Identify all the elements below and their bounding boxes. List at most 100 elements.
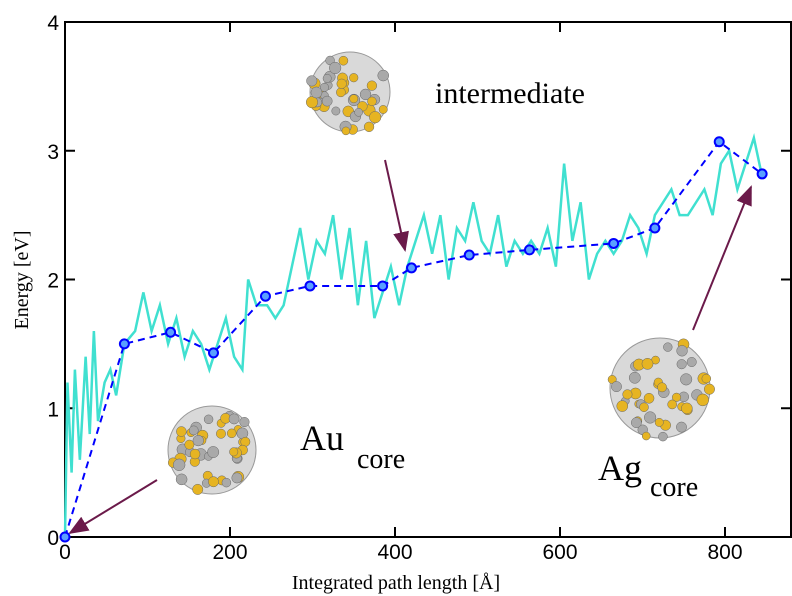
atom	[681, 402, 693, 415]
y-tick-label: 2	[47, 270, 59, 293]
series-line	[63, 133, 764, 538]
atom	[366, 80, 378, 91]
atom	[184, 439, 195, 450]
atom	[306, 75, 318, 87]
annotation: Ag	[598, 448, 642, 488]
series-line	[64, 140, 763, 538]
x-tick-label: 200	[212, 541, 247, 564]
atom	[671, 392, 682, 402]
atom	[663, 342, 673, 352]
atom	[321, 95, 333, 107]
atom	[359, 88, 372, 101]
point	[463, 249, 475, 261]
atom	[319, 82, 329, 92]
atom	[239, 417, 250, 428]
point	[304, 280, 316, 292]
point	[713, 136, 725, 148]
atom	[216, 428, 226, 439]
point	[259, 290, 271, 302]
x-axis-label: Integrated path length [Å]	[292, 572, 500, 594]
atom	[354, 108, 363, 117]
atom	[676, 345, 688, 357]
arrow	[384, 159, 409, 252]
atom	[349, 73, 359, 83]
atom	[622, 389, 633, 400]
point	[608, 237, 620, 249]
atom	[336, 87, 346, 98]
atom	[616, 400, 629, 412]
atom	[338, 55, 349, 66]
y-tick-label: 3	[47, 141, 59, 164]
atom	[680, 373, 693, 386]
atom	[367, 96, 377, 107]
atom	[221, 477, 232, 488]
atom	[658, 431, 668, 442]
y-axis-label: Energy [eV]	[11, 230, 33, 329]
atom	[644, 411, 657, 424]
point	[165, 326, 177, 338]
y-tick-label: 0	[47, 527, 59, 550]
cluster-images	[167, 51, 715, 495]
atom	[630, 417, 642, 429]
point	[406, 262, 417, 274]
y-tick-label: 4	[47, 12, 59, 35]
atom	[667, 399, 677, 410]
atom	[363, 121, 375, 132]
atom	[203, 414, 214, 425]
atom	[189, 448, 201, 460]
atom	[231, 472, 243, 484]
annotation: intermediate	[435, 77, 585, 110]
arrow	[692, 185, 752, 331]
atom	[643, 392, 655, 404]
x-tick-label: 600	[542, 541, 577, 564]
atom	[305, 96, 319, 109]
atom	[703, 383, 715, 395]
point	[208, 347, 219, 359]
atom	[654, 417, 664, 427]
atom	[378, 105, 388, 114]
atom	[188, 425, 199, 436]
atom	[175, 473, 188, 486]
x-tick-label: 0	[59, 541, 71, 564]
atom	[701, 373, 712, 384]
atom	[172, 458, 186, 472]
atom	[207, 446, 220, 459]
atom	[369, 111, 382, 124]
atom	[176, 426, 187, 437]
point	[377, 280, 389, 292]
annotation: Au	[300, 418, 344, 458]
point	[756, 168, 768, 180]
atom	[229, 447, 239, 457]
atom	[329, 61, 342, 75]
atom	[322, 73, 332, 83]
atom	[310, 86, 323, 99]
atom	[676, 359, 687, 370]
arrow	[68, 479, 158, 535]
x-tick-label: 800	[707, 541, 742, 564]
point	[523, 244, 535, 256]
atom	[686, 357, 697, 367]
atom	[641, 431, 651, 441]
atom	[377, 69, 389, 82]
atom	[226, 428, 237, 439]
atom	[228, 413, 240, 425]
atom	[336, 78, 347, 89]
point	[118, 338, 130, 350]
atom	[208, 476, 219, 488]
atom	[331, 106, 341, 116]
atom	[192, 434, 204, 447]
x-tick-label: 400	[377, 541, 412, 564]
atom	[192, 483, 204, 495]
atom	[611, 381, 622, 393]
atom	[628, 371, 641, 384]
atom	[696, 393, 709, 407]
atom	[349, 94, 359, 104]
point	[59, 531, 71, 543]
point	[649, 222, 661, 234]
atom	[341, 126, 351, 136]
atom	[676, 421, 687, 433]
annotation: core	[357, 444, 405, 475]
atom	[657, 382, 667, 393]
annotation: core	[650, 472, 698, 503]
